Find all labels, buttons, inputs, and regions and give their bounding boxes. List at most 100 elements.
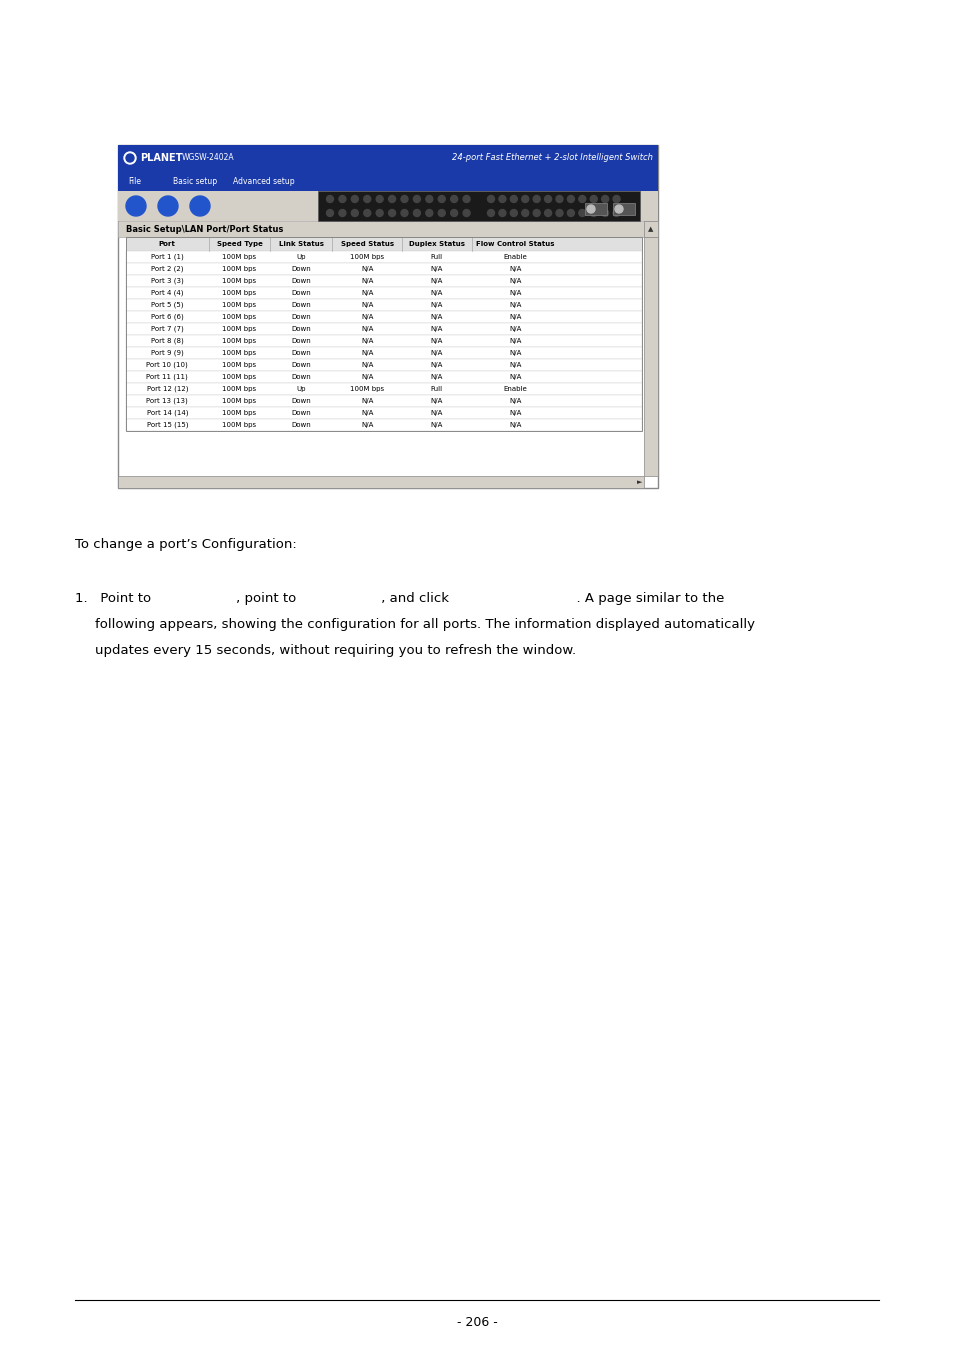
Circle shape: [338, 196, 346, 203]
Text: 100M bps: 100M bps: [222, 422, 256, 428]
Text: Port 13 (13): Port 13 (13): [146, 397, 188, 404]
Text: Port 3 (3): Port 3 (3): [151, 278, 184, 284]
Text: Down: Down: [292, 350, 311, 357]
Text: PLANET: PLANET: [140, 153, 182, 163]
Text: Port 12 (12): Port 12 (12): [147, 386, 188, 392]
Text: N/A: N/A: [360, 399, 373, 404]
Circle shape: [338, 209, 346, 216]
Circle shape: [567, 209, 574, 216]
Text: Port 10 (10): Port 10 (10): [146, 362, 188, 369]
Text: Enable: Enable: [503, 254, 527, 259]
Text: 100M bps: 100M bps: [222, 254, 256, 259]
Text: Up: Up: [296, 254, 306, 259]
Bar: [643, 222, 658, 236]
Text: 100M bps: 100M bps: [222, 399, 256, 404]
Text: N/A: N/A: [509, 409, 521, 416]
Text: Enable: Enable: [503, 386, 527, 392]
Circle shape: [363, 209, 371, 216]
Text: Port 14 (14): Port 14 (14): [147, 409, 188, 416]
Circle shape: [462, 209, 470, 216]
Text: N/A: N/A: [430, 313, 442, 320]
Circle shape: [498, 196, 505, 203]
Text: Down: Down: [292, 303, 311, 308]
Circle shape: [363, 196, 371, 203]
Text: N/A: N/A: [360, 290, 373, 296]
Circle shape: [556, 209, 562, 216]
Text: N/A: N/A: [360, 326, 373, 332]
Text: N/A: N/A: [430, 290, 442, 296]
Text: ▲: ▲: [648, 226, 653, 232]
Bar: [126, 263, 641, 276]
Bar: [126, 236, 641, 251]
Circle shape: [351, 196, 358, 203]
Text: ►: ►: [637, 480, 642, 485]
Text: Basic setup: Basic setup: [172, 177, 217, 185]
Text: Speed Type: Speed Type: [216, 240, 262, 247]
Bar: [118, 190, 658, 222]
Text: N/A: N/A: [430, 422, 442, 428]
Circle shape: [450, 196, 457, 203]
Circle shape: [375, 209, 383, 216]
Circle shape: [578, 196, 585, 203]
Circle shape: [533, 209, 539, 216]
Bar: [584, 203, 606, 215]
Circle shape: [613, 209, 619, 216]
Text: Down: Down: [292, 326, 311, 332]
Text: N/A: N/A: [430, 303, 442, 308]
Text: 100M bps: 100M bps: [222, 290, 256, 296]
Text: N/A: N/A: [430, 350, 442, 357]
Circle shape: [425, 196, 433, 203]
Text: N/A: N/A: [509, 362, 521, 367]
Circle shape: [126, 196, 146, 216]
Bar: [126, 299, 641, 311]
Bar: [126, 347, 641, 359]
Text: Down: Down: [292, 266, 311, 272]
Text: Up: Up: [296, 386, 306, 392]
Text: 100M bps: 100M bps: [222, 386, 256, 392]
Text: Down: Down: [292, 313, 311, 320]
Circle shape: [521, 209, 528, 216]
Circle shape: [578, 209, 585, 216]
Text: Full: Full: [431, 386, 442, 392]
Text: 100M bps: 100M bps: [222, 362, 256, 367]
Text: 100M bps: 100M bps: [350, 254, 384, 259]
Text: 100M bps: 100M bps: [222, 313, 256, 320]
Text: N/A: N/A: [430, 338, 442, 345]
Text: 100M bps: 100M bps: [222, 326, 256, 332]
Circle shape: [544, 196, 551, 203]
Text: N/A: N/A: [430, 278, 442, 284]
Bar: [118, 476, 643, 488]
Circle shape: [437, 196, 445, 203]
Circle shape: [375, 196, 383, 203]
Text: N/A: N/A: [360, 409, 373, 416]
Text: Port: Port: [159, 240, 175, 247]
Text: 100M bps: 100M bps: [222, 278, 256, 284]
Bar: [126, 359, 641, 372]
Text: N/A: N/A: [430, 409, 442, 416]
Circle shape: [425, 209, 433, 216]
Text: Down: Down: [292, 422, 311, 428]
Bar: [126, 394, 641, 407]
Circle shape: [601, 196, 608, 203]
Circle shape: [126, 154, 133, 162]
Bar: [126, 407, 641, 419]
Text: N/A: N/A: [509, 290, 521, 296]
Circle shape: [388, 209, 395, 216]
Text: Port 4 (4): Port 4 (4): [151, 289, 183, 296]
Text: WGSW-2402A: WGSW-2402A: [182, 154, 234, 162]
Text: N/A: N/A: [360, 362, 373, 367]
Text: Flow Control Status: Flow Control Status: [476, 240, 555, 247]
Circle shape: [326, 209, 334, 216]
Bar: [613, 203, 635, 215]
Circle shape: [613, 196, 619, 203]
Text: N/A: N/A: [509, 374, 521, 380]
Text: 100M bps: 100M bps: [222, 409, 256, 416]
Bar: [317, 190, 639, 222]
Circle shape: [487, 209, 494, 216]
Circle shape: [590, 196, 597, 203]
Circle shape: [190, 196, 210, 216]
Bar: [126, 382, 641, 394]
Text: N/A: N/A: [509, 303, 521, 308]
Text: N/A: N/A: [509, 350, 521, 357]
Text: updates every 15 seconds, without requiring you to refresh the window.: updates every 15 seconds, without requir…: [95, 644, 576, 657]
